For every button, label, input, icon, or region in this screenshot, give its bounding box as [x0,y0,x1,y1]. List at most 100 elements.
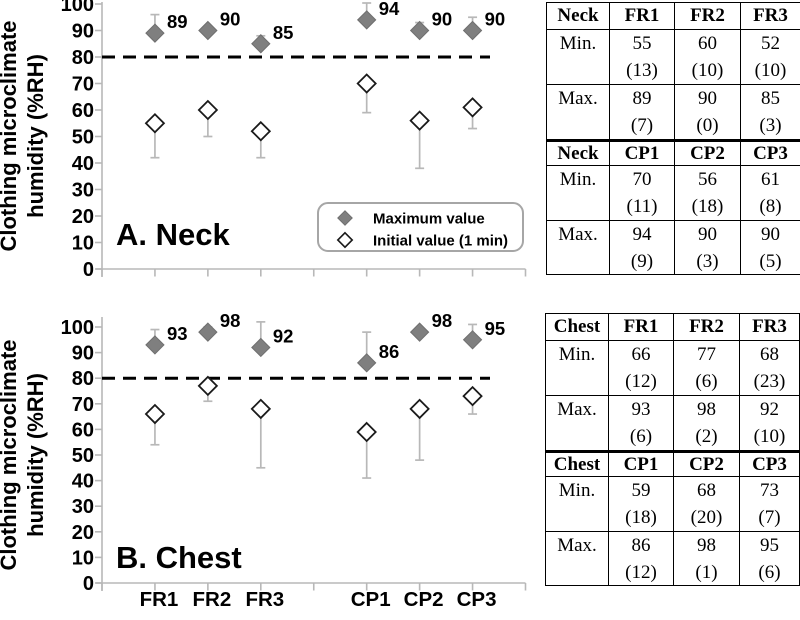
cell-sd: (10) [753,426,786,447]
cell-value: 98 [697,399,716,420]
value-cell: 66 (12) [609,340,674,395]
chest-summary-table: Chest FR1 FR2 FR3 Min. 66 (12) 77 (6) 68 (23) Max. 9… [545,313,800,586]
cell-value: 59 [631,480,651,501]
cell-sd: (18) [625,507,657,528]
value-cell: 52 (10) [741,29,800,84]
panel-title: A. Neck [116,217,230,252]
cell-sd: (10) [754,60,787,81]
cell-sd: (12) [625,562,657,583]
max-value-marker [356,10,377,30]
cell-value: 55 [632,33,652,54]
value-cell: 89 (7) [610,84,675,139]
legend-label: Maximum value [373,211,485,228]
max-value-marker [356,353,377,373]
table-header-cell: CP2 [674,450,740,476]
max-value-marker [145,335,165,355]
cell-value: 77 [697,344,716,365]
table-header-cell: Chest [546,450,609,476]
value-annotation: 90 [485,9,506,30]
cell-value: 90 [761,224,780,245]
y-tick-label: 40 [72,153,94,175]
legend-initial-marker-icon [336,231,354,249]
initial-value-marker [144,112,166,134]
initial-value-marker [197,99,219,121]
initial-value-marker [409,398,430,420]
value-annotation: 90 [220,9,241,30]
table-header-cell: Neck [547,3,610,29]
cell-sd: (6) [758,562,781,583]
initial-value-marker [197,375,219,397]
row-label: Max. [558,224,598,245]
cell-sd: (8) [759,196,782,217]
cell-sd: (7) [630,115,654,136]
category-label: CP2 [404,588,444,611]
value-annotation: 93 [167,323,188,344]
table-header-cell: Chest [546,314,609,340]
y-tick-label: 40 [72,471,94,493]
category-label: FR1 [140,588,179,611]
table-header-cell: Neck [547,139,610,165]
cell-value: 89 [632,88,652,109]
cell-sd: (6) [629,426,653,447]
row-label: Min. [558,480,596,501]
value-cell: 95 (6) [740,531,799,585]
category-label: CP3 [457,588,497,611]
value-cell: 70 (11) [610,165,675,220]
y-tick-label: 90 [72,21,94,43]
row-label-cell: Min. [546,476,609,531]
cell-value: 52 [761,33,780,54]
y-tick-label: 60 [72,419,94,441]
initial-value-marker [462,385,483,407]
row-label-cell: Max. [546,395,609,450]
table-header-cell: CP1 [609,450,674,476]
cell-sd: (5) [759,251,782,272]
cell-sd: (10) [691,60,724,81]
y-tick-label: 30 [72,496,94,518]
max-value-marker [198,20,218,41]
row-label: Max. [558,88,598,109]
y-tick-label: 90 [72,343,94,365]
y-tick-label: 70 [72,394,94,416]
value-cell: 77 (6) [674,340,740,395]
value-cell: 86 (12) [609,531,674,585]
cell-value: 66 [631,344,651,365]
cell-sd: (12) [625,371,657,392]
max-value-marker [462,20,483,41]
value-cell: 68 (23) [740,340,799,395]
cell-sd: (23) [753,371,786,392]
value-cell: 68 (20) [674,476,740,531]
cell-value: 61 [761,169,780,190]
value-annotation: 90 [432,9,453,30]
table-header-cell: FR3 [740,314,799,340]
row-label-cell: Min. [547,29,610,84]
table-header-cell: CP1 [610,139,675,165]
cell-value: 68 [760,344,779,365]
cell-sd: (9) [630,251,654,272]
max-value-marker [251,34,271,54]
value-cell: 98 (1) [674,531,740,585]
cell-value: 92 [760,399,779,420]
cell-value: 95 [760,535,779,556]
y-tick-label: 100 [61,317,94,339]
y-tick-label: 50 [72,127,94,149]
initial-value-marker [409,110,430,131]
max-value-marker [251,337,271,358]
panel-title: B. Chest [116,540,242,575]
cell-sd: (6) [695,371,718,392]
value-annotation: 86 [379,341,400,362]
value-cell: 60 (10) [675,29,741,84]
cell-value: 56 [698,169,717,190]
cell-value: 86 [631,535,651,556]
legend-max-marker-icon [337,210,353,226]
category-label: FR2 [193,588,232,611]
table-header-cell: FR2 [674,314,740,340]
y-tick-label: 20 [72,522,94,544]
cell-value: 73 [760,480,779,501]
cell-sd: (18) [691,196,724,217]
row-label: Max. [557,399,597,420]
value-cell: 59 (18) [609,476,674,531]
row-label: Min. [559,169,597,190]
cell-sd: (13) [626,60,658,81]
y-axis-label-line: Clothing microclimate [0,20,21,251]
row-label: Min. [558,344,596,365]
